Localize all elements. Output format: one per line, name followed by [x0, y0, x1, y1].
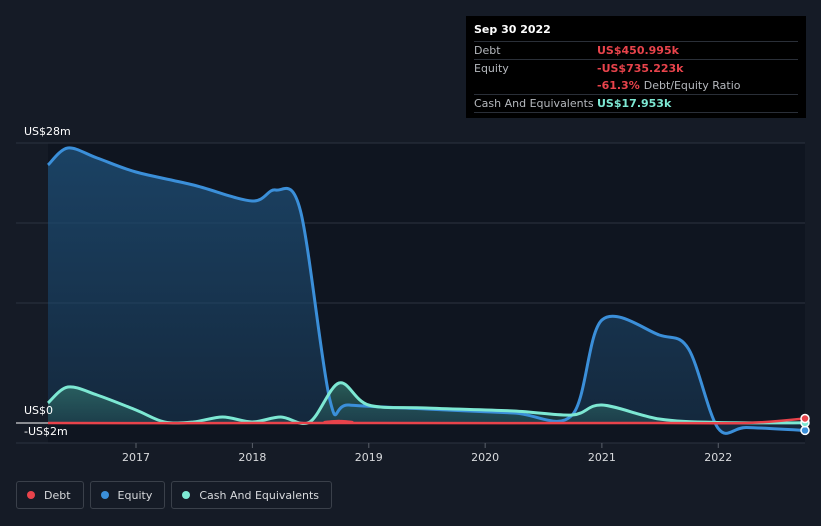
tooltip-row-cash: Cash And Equivalents US$17.953k	[474, 94, 798, 112]
y-axis-top-label: US$28m	[24, 125, 71, 138]
tooltip-label: Cash And Equivalents	[474, 97, 594, 110]
cash-and-equivalents-area	[48, 382, 805, 424]
x-tick-label: 2020	[471, 451, 499, 464]
legend-item-equity[interactable]: Equity	[89, 481, 166, 509]
equity-line	[46, 146, 806, 435]
series-endpoints	[800, 413, 810, 436]
tooltip-suffix: Debt/Equity Ratio	[643, 79, 741, 92]
debt-line	[47, 417, 806, 425]
tooltip-panel: Sep 30 2022 Debt US$450.995k Equity -US$…	[466, 16, 806, 118]
x-tick-label: 2019	[355, 451, 383, 464]
y-axis-zero-label: US$0	[24, 404, 53, 417]
tooltip-row-ratio: -61.3% Debt/Equity Ratio	[474, 77, 798, 94]
x-axis-ticks: 2017 2018 2019 2020 2021 2022	[122, 443, 732, 464]
legend-dot-icon	[100, 491, 109, 499]
series-lines	[46, 146, 806, 435]
legend-item-debt[interactable]: Debt	[16, 481, 84, 509]
tooltip-value: -US$735.223k	[597, 62, 684, 75]
cash-and-equivalents-line	[46, 381, 806, 425]
legend-dot-icon	[182, 491, 191, 499]
tooltip-label: Equity	[474, 62, 509, 75]
tooltip-date: Sep 30 2022	[474, 23, 551, 36]
legend-dot-icon	[27, 491, 35, 499]
x-tick-label: 2018	[238, 451, 266, 464]
tooltip-label: Debt	[474, 44, 501, 57]
x-tick-label: 2022	[704, 451, 732, 464]
legend-label: Debt	[44, 488, 71, 502]
legend-label: Equity	[117, 488, 153, 502]
x-tick-label: 2021	[588, 451, 616, 464]
legend-label: Cash And Equivalents	[199, 488, 319, 502]
equity-area	[48, 147, 805, 434]
tooltip-value: US$450.995k	[597, 44, 679, 57]
tooltip-bottom-rule	[474, 112, 798, 113]
tooltip-value: -61.3%	[597, 79, 640, 92]
tooltip-row-debt: Debt US$450.995k	[474, 41, 798, 59]
equity-endpoint	[800, 425, 810, 436]
y-axis-bottom-label: -US$2m	[24, 425, 68, 438]
series-areas	[48, 147, 805, 434]
tooltip-value: US$17.953k	[597, 97, 672, 110]
x-tick-label: 2017	[122, 451, 150, 464]
legend: Debt Equity Cash And Equivalents	[16, 481, 332, 509]
legend-item-cash[interactable]: Cash And Equivalents	[171, 481, 332, 509]
tooltip-row-equity: Equity -US$735.223k	[474, 59, 798, 77]
debt-endpoint	[800, 413, 810, 424]
